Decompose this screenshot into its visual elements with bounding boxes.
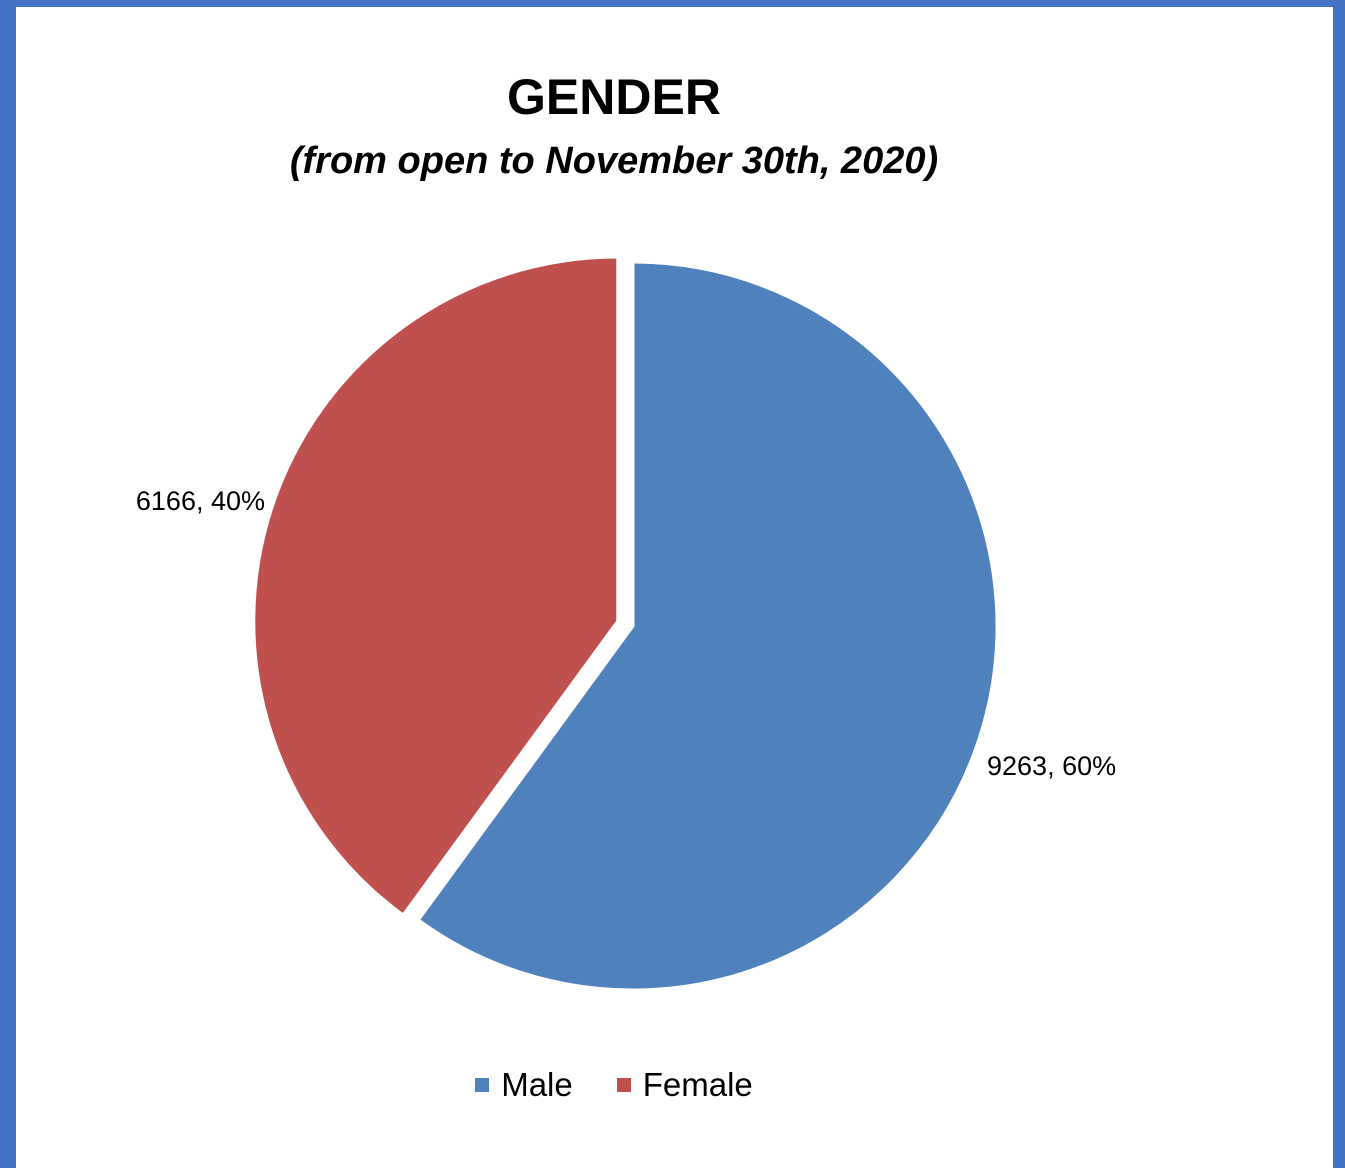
pie-slice-female <box>252 255 620 918</box>
legend-item-male: Male <box>475 1066 573 1104</box>
data-label-male: 9263, 60% <box>987 751 1116 781</box>
legend-label-male: Male <box>501 1066 573 1103</box>
legend-label-female: Female <box>642 1066 753 1103</box>
chart-legend: Male Female <box>0 1066 1228 1104</box>
legend-swatch-female <box>616 1078 631 1092</box>
chart-subtitle: (from open to November 30th, 2020) <box>289 140 939 182</box>
legend-swatch-male <box>475 1078 490 1092</box>
legend-item-female: Female <box>616 1066 753 1104</box>
data-label-female: 6166, 40% <box>136 486 265 516</box>
pie-slice-male <box>416 260 999 992</box>
chart-title: GENDER <box>507 69 721 125</box>
